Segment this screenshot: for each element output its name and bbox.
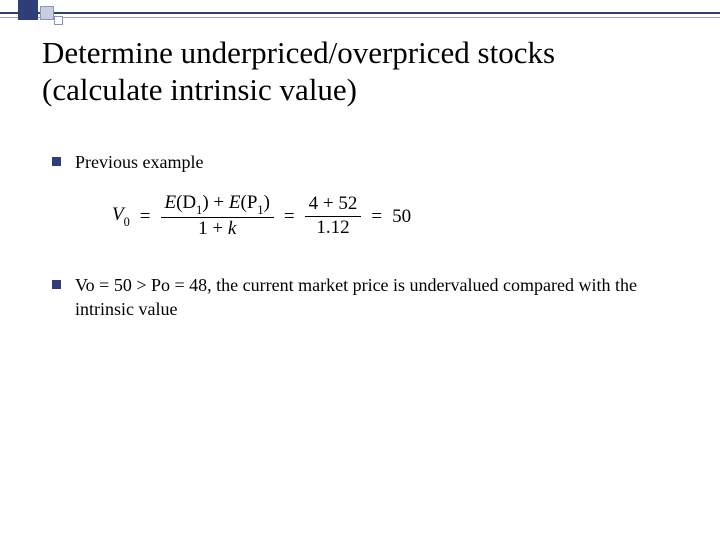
frac-part: (P [241,192,258,213]
header-line-thick [0,12,720,14]
fraction-denominator: 1 + k [194,218,240,241]
formula-result: 50 [392,206,411,228]
slide: Determine underpriced/overpriced stocks … [0,0,720,540]
deco-square-large [18,0,38,20]
fraction-numerator: E(D1) + E(P1) [161,192,274,218]
frac-sub: 1 [257,203,263,217]
bullet-marker [52,280,61,289]
frac-part: ) [264,192,270,213]
fraction-denominator: 1.12 [312,217,353,240]
formula-sub: 0 [124,215,130,229]
bullet-text: Previous example [75,150,203,174]
bullet-item: Previous example [52,150,668,174]
deco-square-small [54,16,63,25]
formula-var: V [112,204,124,225]
frac-part: k [228,218,236,239]
bullet-item: Vo = 50 > Po = 48, the current market pr… [52,273,668,322]
fraction-numerator: 4 + 52 [305,193,362,217]
deco-square-medium [40,6,54,20]
equals-sign: = [140,206,151,228]
formula-lhs: V0 [112,204,130,229]
frac-part: (D [176,192,196,213]
bullet-marker [52,157,61,166]
frac-part: 1 + [198,218,228,239]
bullet-text: Vo = 50 > Po = 48, the current market pr… [75,273,668,322]
equals-sign: = [284,206,295,228]
header-decoration [0,0,720,28]
formula: V0 = E(D1) + E(P1) 1 + k = 4 + 52 1.12 =… [112,192,668,240]
slide-title: Determine underpriced/overpriced stocks … [42,34,678,108]
equals-sign: = [371,206,382,228]
fraction-numeric: 4 + 52 1.12 [305,193,362,240]
fraction-symbolic: E(D1) + E(P1) 1 + k [161,192,274,240]
frac-part: E [165,192,177,213]
header-line-thin [0,17,720,18]
slide-body: Previous example V0 = E(D1) + E(P1) 1 + … [52,150,668,337]
frac-part: ) + [202,192,229,213]
frac-sub: 1 [196,203,202,217]
frac-part: E [229,192,241,213]
